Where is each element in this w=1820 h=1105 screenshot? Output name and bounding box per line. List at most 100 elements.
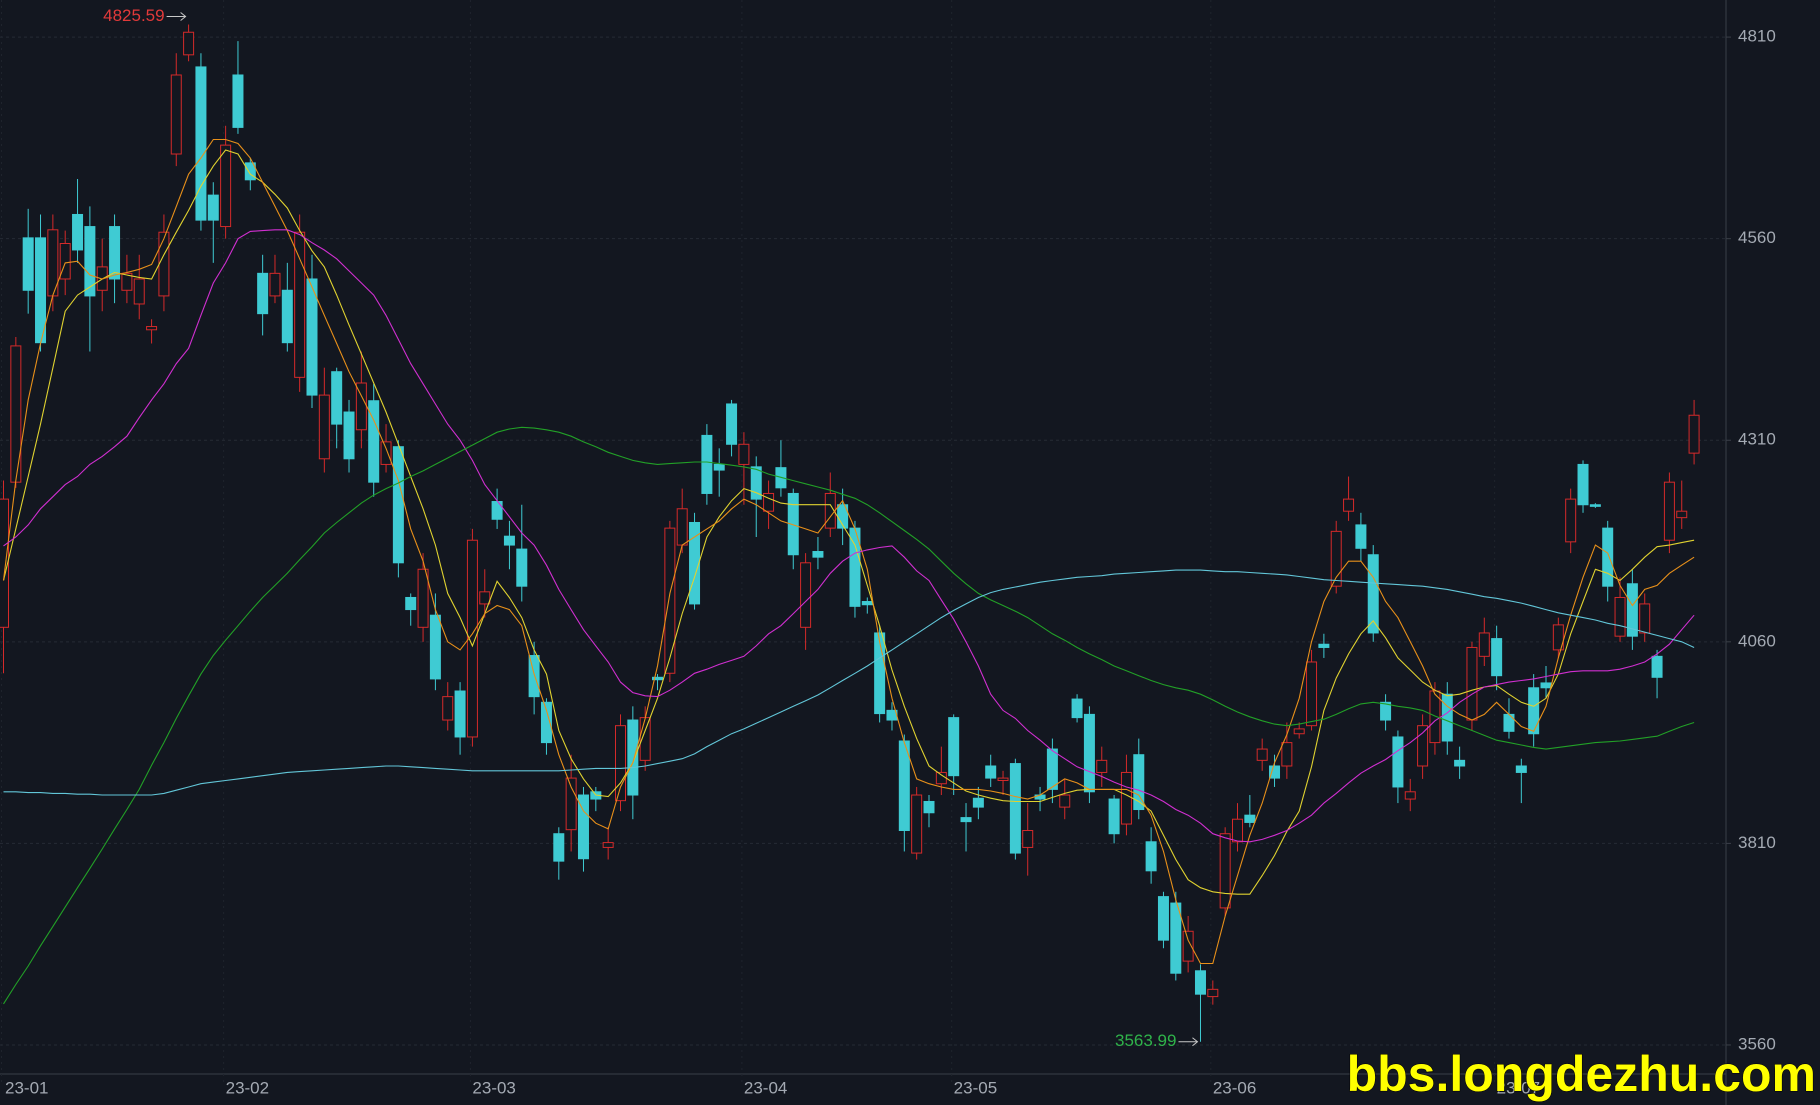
x-tick-label: 23-03 bbox=[472, 1078, 515, 1097]
candle-body bbox=[1170, 902, 1182, 974]
ma-line bbox=[2, 138, 1695, 965]
extreme-label: 4825.59 bbox=[103, 6, 164, 25]
candle-body bbox=[1293, 728, 1305, 735]
candle-body bbox=[1392, 736, 1404, 788]
candle-body bbox=[812, 551, 824, 558]
candle-body bbox=[1528, 687, 1540, 735]
candle-body bbox=[72, 213, 84, 251]
candle-body bbox=[479, 591, 491, 605]
candle-body bbox=[1232, 818, 1243, 843]
ma-line bbox=[3, 569, 1695, 796]
candle-body bbox=[392, 446, 404, 564]
x-tick-label: 23-02 bbox=[226, 1078, 269, 1097]
candle-body bbox=[676, 508, 688, 546]
candle-body bbox=[911, 794, 923, 854]
candle-body bbox=[1404, 791, 1416, 800]
ma-line bbox=[2, 149, 1695, 895]
candle-body bbox=[1306, 661, 1318, 727]
candle-body bbox=[553, 833, 565, 862]
candle-body bbox=[1194, 970, 1206, 995]
candle-body bbox=[1343, 498, 1355, 512]
candle-body bbox=[257, 272, 269, 315]
candle-body bbox=[750, 466, 762, 500]
candle-body bbox=[1466, 646, 1478, 721]
candle-body bbox=[318, 394, 330, 460]
candle-body bbox=[22, 237, 34, 291]
candle-body bbox=[1602, 527, 1614, 587]
candle-body bbox=[466, 539, 478, 738]
candle-body bbox=[948, 717, 960, 777]
candle-body bbox=[652, 676, 664, 681]
x-tick-label: 23-04 bbox=[744, 1078, 787, 1097]
candle-body bbox=[368, 400, 380, 483]
candle-body bbox=[380, 441, 392, 465]
extreme-label: 3563.99 bbox=[1115, 1031, 1176, 1050]
candle-body bbox=[331, 371, 343, 425]
x-tick-label: 23-01 bbox=[5, 1078, 48, 1097]
candle-body bbox=[738, 443, 750, 465]
candle-body bbox=[343, 411, 355, 460]
candle-body bbox=[207, 194, 219, 221]
candle-body bbox=[1565, 498, 1577, 543]
candle-body bbox=[1022, 829, 1034, 848]
candle-body bbox=[861, 601, 873, 606]
candle-body bbox=[109, 226, 121, 280]
candle-body bbox=[1639, 603, 1651, 634]
candle-body bbox=[133, 278, 145, 305]
candle-body bbox=[294, 231, 306, 378]
ma-line bbox=[3, 229, 1695, 843]
candle-body bbox=[1046, 748, 1058, 790]
candle-body bbox=[935, 771, 947, 785]
candle-body bbox=[121, 272, 133, 291]
candle-body bbox=[1355, 524, 1367, 549]
candle-body bbox=[763, 492, 775, 512]
y-tick-label: 4060 bbox=[1738, 631, 1776, 650]
x-tick-label: 23-07 bbox=[1497, 1078, 1540, 1097]
candle-body bbox=[923, 800, 935, 814]
candle-body bbox=[615, 725, 626, 802]
candle-body bbox=[602, 842, 614, 848]
ma-line bbox=[3, 426, 1695, 1005]
candle-body bbox=[183, 31, 195, 56]
candle-body bbox=[1120, 771, 1132, 825]
candle-body bbox=[244, 162, 256, 181]
candle-body bbox=[0, 498, 9, 628]
candle-body bbox=[540, 701, 552, 744]
candle-body bbox=[516, 548, 528, 587]
candle-body bbox=[146, 326, 158, 331]
candle-body bbox=[1441, 693, 1453, 742]
candle-body bbox=[1589, 504, 1601, 507]
candle-body bbox=[10, 345, 22, 483]
candle-body bbox=[985, 765, 997, 779]
candle-body bbox=[1626, 583, 1638, 637]
candle-body bbox=[1059, 794, 1071, 808]
candle-body bbox=[1269, 765, 1281, 779]
candle-body bbox=[1651, 655, 1663, 678]
candle-body bbox=[1503, 713, 1515, 732]
candle-body bbox=[1367, 554, 1379, 634]
candle-body bbox=[1096, 759, 1108, 773]
candle-body bbox=[1380, 701, 1392, 721]
candle-body bbox=[59, 243, 71, 280]
candle-body bbox=[1133, 754, 1145, 811]
candle-body bbox=[972, 797, 984, 808]
candle-body bbox=[1318, 643, 1330, 648]
candle-body bbox=[1145, 841, 1157, 872]
candle-body bbox=[1515, 765, 1527, 773]
candle-body bbox=[491, 501, 503, 520]
candle-body bbox=[1219, 833, 1231, 909]
candle-body bbox=[1552, 624, 1564, 651]
candle-body bbox=[1688, 414, 1700, 454]
candle-body bbox=[442, 696, 454, 721]
candle-body bbox=[1429, 690, 1441, 744]
candle-body bbox=[195, 66, 207, 221]
candle-body bbox=[800, 562, 812, 628]
extreme-arrowhead bbox=[180, 12, 187, 21]
candle-body bbox=[1478, 632, 1490, 657]
candle-body bbox=[1491, 638, 1503, 677]
candle-body bbox=[429, 614, 441, 680]
watermark: bbs.longdezhu.com bbox=[1347, 1046, 1816, 1102]
